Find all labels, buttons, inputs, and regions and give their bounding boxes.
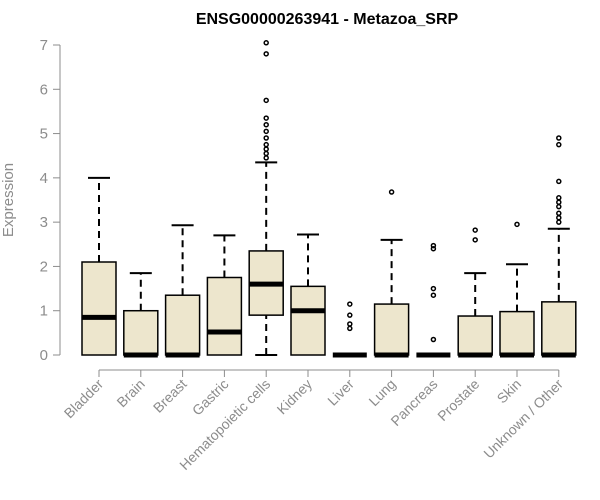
outlier-point	[556, 203, 562, 210]
outlier-point	[263, 150, 269, 157]
y-tick-label: 1	[40, 303, 48, 320]
outlier-point	[472, 227, 478, 233]
outlier-point	[430, 245, 437, 252]
x-tick-label: Bladder	[61, 376, 107, 422]
box-iqr	[206, 276, 243, 356]
outlier-point	[556, 178, 562, 185]
outlier-point	[472, 237, 478, 243]
outlier-point	[263, 51, 269, 57]
box-brain	[123, 272, 159, 358]
box-iqr	[164, 294, 201, 356]
outlier-point	[556, 135, 562, 141]
outlier-point	[263, 97, 269, 104]
box-lung	[373, 189, 410, 358]
y-tick-label: 2	[40, 258, 48, 275]
x-tick-label: Lung	[365, 376, 398, 409]
outlier-point	[263, 135, 269, 141]
outlier-point	[263, 146, 269, 152]
x-tick-label: Kidney	[274, 376, 316, 418]
outlier-point	[430, 292, 437, 298]
box-liver	[332, 301, 367, 358]
x-tick-label: Unknown / Other	[480, 376, 566, 462]
x-tick-label: Breast	[150, 376, 190, 416]
outlier-point	[347, 321, 353, 327]
outlier-point	[556, 219, 562, 225]
outlier-point	[430, 242, 437, 249]
outlier-point	[263, 40, 269, 46]
y-tick-label: 6	[40, 81, 48, 98]
box-unknown-other	[541, 135, 577, 358]
x-tick-label: Skin	[494, 376, 525, 407]
box-pancreas	[416, 242, 451, 358]
chart-title: ENSG00000263941 - Metazoa_SRP	[196, 11, 459, 28]
outlier-point	[556, 195, 562, 201]
y-axis-label: Expression	[0, 163, 17, 237]
outlier-point	[556, 141, 562, 148]
box-iqr	[373, 303, 410, 356]
box-kidney	[290, 233, 326, 356]
outlier-point	[556, 210, 562, 217]
outlier-point	[556, 214, 562, 221]
outlier-point	[556, 199, 562, 205]
box-iqr	[499, 310, 535, 356]
y-tick-label: 0	[40, 347, 48, 364]
outlier-point	[263, 128, 269, 135]
y-tick-label: 7	[40, 37, 48, 54]
box-bladder	[81, 176, 117, 356]
x-tick-label: Brain	[113, 376, 147, 410]
box-breast	[164, 224, 201, 358]
x-tick-label: Prostate	[434, 376, 482, 424]
box-iqr	[541, 301, 577, 356]
outlier-point	[388, 189, 395, 195]
x-tick-label: Liver	[324, 376, 357, 409]
outlier-point	[263, 121, 269, 128]
box-iqr	[290, 285, 326, 356]
outlier-point	[263, 141, 269, 148]
y-axis: 0 1 2 3 4 5 6 7	[40, 37, 61, 364]
y-tick-label: 4	[40, 170, 48, 187]
box-hematopoietic-cells	[248, 40, 284, 356]
box-skin	[499, 221, 535, 358]
outlier-point	[347, 312, 353, 318]
outlier-point	[347, 325, 353, 332]
box-prostate	[457, 227, 493, 358]
outlier-point	[430, 336, 437, 343]
box-iqr	[123, 309, 159, 356]
outlier-point	[514, 221, 520, 228]
outlier-point	[430, 285, 437, 292]
y-tick-label: 5	[40, 126, 48, 143]
box-iqr	[457, 315, 493, 356]
box-gastric	[206, 234, 243, 356]
outlier-point	[263, 155, 269, 161]
y-tick-label: 3	[40, 214, 48, 231]
outlier-point	[347, 301, 353, 307]
box-series	[81, 40, 577, 358]
outlier-point	[263, 115, 269, 121]
box-iqr	[81, 261, 117, 356]
